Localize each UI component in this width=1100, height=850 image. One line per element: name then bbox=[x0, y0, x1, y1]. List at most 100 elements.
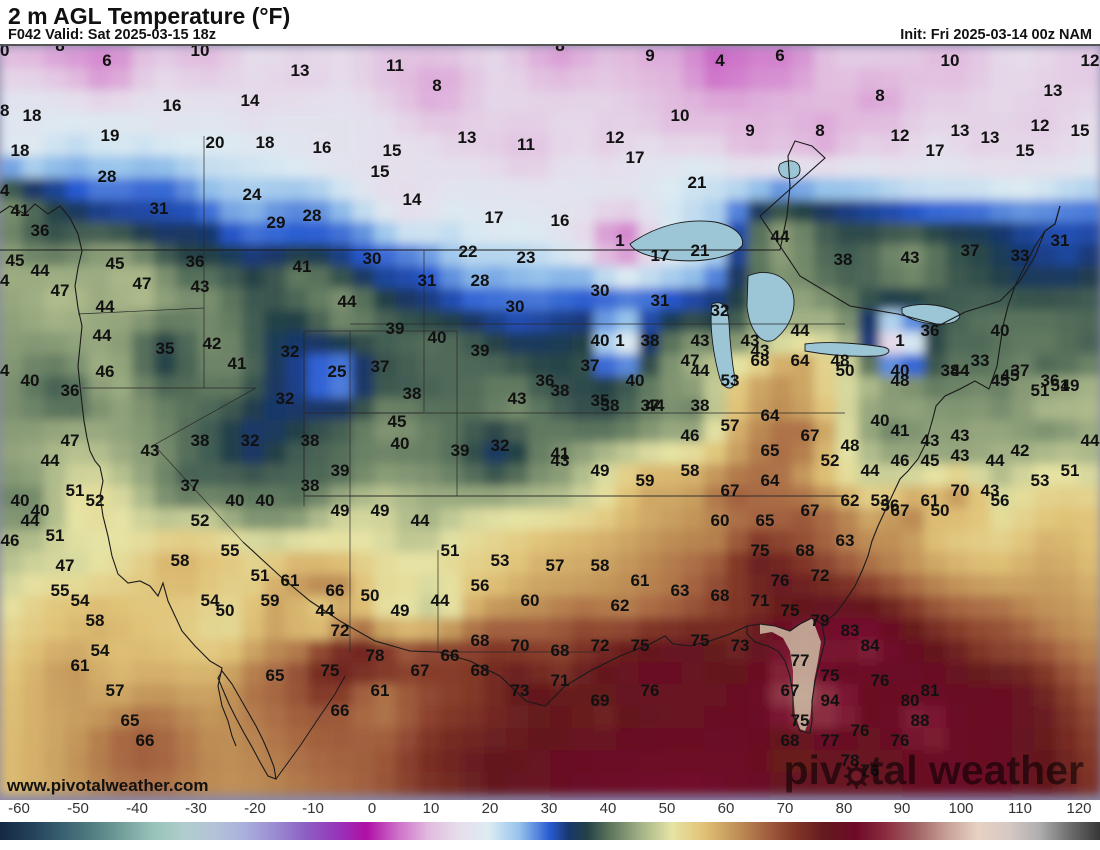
svg-text:13: 13 bbox=[291, 61, 310, 80]
svg-text:44: 44 bbox=[691, 361, 710, 380]
svg-text:13: 13 bbox=[1044, 81, 1063, 100]
svg-text:52: 52 bbox=[191, 511, 210, 530]
svg-text:15: 15 bbox=[1016, 141, 1035, 160]
svg-text:21: 21 bbox=[691, 241, 710, 260]
svg-text:44: 44 bbox=[96, 297, 115, 316]
svg-text:38: 38 bbox=[941, 361, 960, 380]
svg-text:49: 49 bbox=[1061, 376, 1080, 395]
svg-text:62: 62 bbox=[841, 491, 860, 510]
svg-text:58: 58 bbox=[681, 461, 700, 480]
svg-text:58: 58 bbox=[591, 556, 610, 575]
svg-text:47: 47 bbox=[133, 274, 152, 293]
svg-text:57: 57 bbox=[546, 556, 565, 575]
svg-text:36: 36 bbox=[61, 381, 80, 400]
svg-text:11: 11 bbox=[517, 135, 535, 154]
svg-text:58: 58 bbox=[86, 611, 105, 630]
svg-text:9: 9 bbox=[645, 46, 654, 65]
svg-text:66: 66 bbox=[441, 646, 460, 665]
svg-text:61: 61 bbox=[921, 491, 940, 510]
svg-text:63: 63 bbox=[836, 531, 855, 550]
svg-text:1: 1 bbox=[895, 331, 904, 350]
svg-text:36: 36 bbox=[536, 371, 555, 390]
svg-text:67: 67 bbox=[891, 501, 910, 520]
svg-text:10: 10 bbox=[0, 46, 9, 60]
svg-text:73: 73 bbox=[731, 636, 750, 655]
svg-text:75: 75 bbox=[821, 666, 840, 685]
svg-text:45: 45 bbox=[991, 371, 1010, 390]
svg-text:53: 53 bbox=[721, 371, 740, 390]
svg-text:38: 38 bbox=[301, 476, 320, 495]
svg-text:50: 50 bbox=[836, 361, 855, 380]
svg-text:49: 49 bbox=[591, 461, 610, 480]
svg-text:45: 45 bbox=[388, 412, 407, 431]
svg-text:70: 70 bbox=[511, 636, 530, 655]
svg-text:40: 40 bbox=[256, 491, 275, 510]
svg-text:76: 76 bbox=[851, 721, 870, 740]
svg-text:45: 45 bbox=[6, 251, 25, 270]
svg-text:31: 31 bbox=[150, 199, 169, 218]
svg-text:8: 8 bbox=[815, 121, 824, 140]
svg-text:10: 10 bbox=[191, 46, 210, 60]
svg-text:43: 43 bbox=[191, 277, 210, 296]
svg-text:22: 22 bbox=[459, 242, 478, 261]
svg-text:17: 17 bbox=[926, 141, 945, 160]
svg-text:47: 47 bbox=[61, 431, 80, 450]
svg-text:36: 36 bbox=[31, 221, 50, 240]
svg-text:35: 35 bbox=[156, 339, 175, 358]
svg-text:41: 41 bbox=[891, 421, 910, 440]
svg-text:36: 36 bbox=[186, 252, 205, 271]
svg-text:44: 44 bbox=[411, 511, 430, 530]
svg-text:43: 43 bbox=[691, 331, 710, 350]
svg-text:33: 33 bbox=[1011, 246, 1030, 265]
svg-text:51: 51 bbox=[441, 541, 460, 560]
svg-text:15: 15 bbox=[1071, 121, 1090, 140]
svg-text:44: 44 bbox=[0, 361, 10, 380]
svg-text:51: 51 bbox=[251, 566, 270, 585]
svg-text:68: 68 bbox=[551, 641, 570, 660]
svg-text:20: 20 bbox=[206, 133, 225, 152]
svg-text:63: 63 bbox=[671, 581, 690, 600]
svg-text:67: 67 bbox=[411, 661, 430, 680]
svg-text:57: 57 bbox=[106, 681, 125, 700]
svg-text:32: 32 bbox=[491, 436, 510, 455]
svg-text:83: 83 bbox=[841, 621, 860, 640]
svg-text:57: 57 bbox=[721, 416, 740, 435]
svg-text:46: 46 bbox=[681, 426, 700, 445]
svg-text:66: 66 bbox=[331, 701, 350, 720]
svg-text:75: 75 bbox=[691, 631, 710, 650]
svg-text:49: 49 bbox=[371, 501, 390, 520]
svg-text:38: 38 bbox=[691, 396, 710, 415]
svg-text:32: 32 bbox=[281, 342, 300, 361]
svg-text:12: 12 bbox=[1081, 51, 1100, 70]
svg-text:29: 29 bbox=[267, 213, 286, 232]
svg-text:46: 46 bbox=[96, 362, 115, 381]
svg-text:43: 43 bbox=[551, 451, 570, 470]
svg-text:66: 66 bbox=[136, 731, 155, 750]
svg-text:40: 40 bbox=[11, 491, 30, 510]
svg-text:16: 16 bbox=[551, 211, 570, 230]
svg-text:10: 10 bbox=[941, 51, 960, 70]
svg-text:13: 13 bbox=[981, 128, 1000, 147]
svg-text:38: 38 bbox=[191, 431, 210, 450]
svg-text:8: 8 bbox=[555, 46, 564, 55]
svg-text:65: 65 bbox=[761, 441, 780, 460]
svg-text:75: 75 bbox=[321, 661, 340, 680]
svg-text:32: 32 bbox=[241, 431, 260, 450]
svg-text:58: 58 bbox=[171, 551, 190, 570]
svg-text:18: 18 bbox=[11, 141, 30, 160]
svg-text:84: 84 bbox=[861, 636, 880, 655]
svg-text:75: 75 bbox=[631, 636, 650, 655]
svg-text:44: 44 bbox=[861, 461, 880, 480]
svg-text:46: 46 bbox=[1, 531, 20, 550]
svg-text:68: 68 bbox=[711, 586, 730, 605]
svg-text:67: 67 bbox=[781, 681, 800, 700]
svg-text:61: 61 bbox=[281, 571, 300, 590]
svg-text:39: 39 bbox=[331, 461, 350, 480]
svg-text:11: 11 bbox=[386, 56, 404, 75]
svg-text:37: 37 bbox=[371, 357, 390, 376]
svg-text:48: 48 bbox=[841, 436, 860, 455]
svg-text:38: 38 bbox=[301, 431, 320, 450]
svg-text:37: 37 bbox=[181, 476, 200, 495]
svg-text:79: 79 bbox=[811, 611, 830, 630]
svg-text:44: 44 bbox=[771, 227, 790, 246]
